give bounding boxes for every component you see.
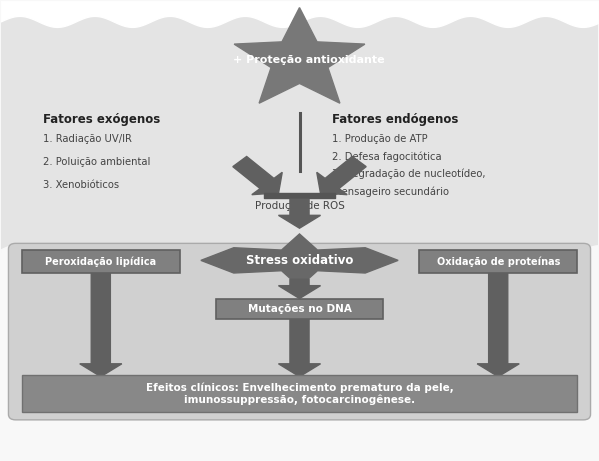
Text: 1. Produção de ATP: 1. Produção de ATP <box>332 134 428 144</box>
Text: 2. Defesa fagocitótica: 2. Defesa fagocitótica <box>332 152 442 162</box>
Polygon shape <box>317 156 366 195</box>
Text: 1. Radiação UV/IR: 1. Radiação UV/IR <box>43 134 131 144</box>
Text: Mutações no DNA: Mutações no DNA <box>247 304 352 313</box>
Polygon shape <box>477 273 519 377</box>
Text: Pele: Pele <box>28 258 50 268</box>
Text: 3. Xenobióticos: 3. Xenobióticos <box>43 180 119 190</box>
FancyBboxPatch shape <box>216 299 383 319</box>
Polygon shape <box>80 273 122 377</box>
Text: Stress oxidativo: Stress oxidativo <box>246 254 353 267</box>
Polygon shape <box>234 7 365 103</box>
Text: mensageiro secundário: mensageiro secundário <box>332 186 449 197</box>
Polygon shape <box>201 234 398 287</box>
Text: Fatores endógenos: Fatores endógenos <box>332 113 459 126</box>
Text: + Proteção antioxidante: + Proteção antioxidante <box>232 54 385 65</box>
FancyBboxPatch shape <box>22 375 577 412</box>
FancyBboxPatch shape <box>22 250 180 273</box>
Text: 3. Degradação de nucleotídeo,: 3. Degradação de nucleotídeo, <box>332 169 486 179</box>
FancyBboxPatch shape <box>419 250 577 273</box>
Text: Fatores exógenos: Fatores exógenos <box>43 113 160 126</box>
Text: Efeitos clínicos: Envelhecimento prematuro da pele,
imunossuppressão, fotocarcin: Efeitos clínicos: Envelhecimento prematu… <box>146 382 453 405</box>
Text: Peroxidação lipídica: Peroxidação lipídica <box>46 256 156 266</box>
Bar <box>1 1 598 254</box>
Polygon shape <box>279 199 320 228</box>
FancyBboxPatch shape <box>8 243 591 420</box>
Polygon shape <box>233 156 282 195</box>
Polygon shape <box>279 279 320 299</box>
Text: 2. Poluição ambiental: 2. Poluição ambiental <box>43 157 150 167</box>
Text: Produção de ROS: Produção de ROS <box>255 201 344 211</box>
Polygon shape <box>279 319 320 377</box>
Text: Oxidação de proteínas: Oxidação de proteínas <box>437 256 560 266</box>
